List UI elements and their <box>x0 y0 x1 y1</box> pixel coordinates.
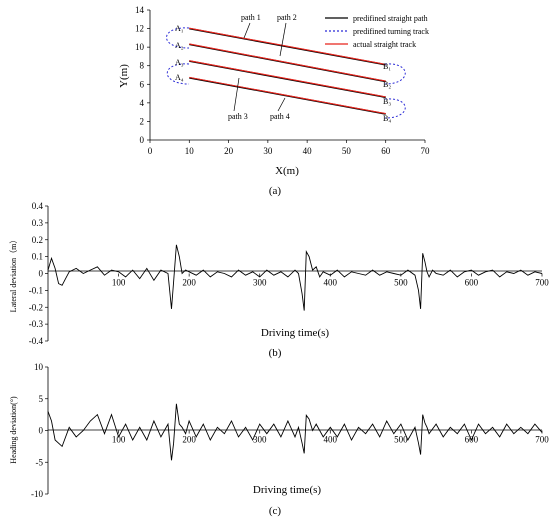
label-b2: B₂ <box>383 80 391 89</box>
panel-b-x-tick: 700 <box>535 278 549 288</box>
annotation-path-3: path 3 <box>228 112 248 121</box>
panel-c-y-label: Heading deviation(°) <box>9 396 18 464</box>
panel-a-x-tick: 50 <box>342 146 352 156</box>
label-b4: B₄ <box>383 114 391 123</box>
panel-a-y-tick: 2 <box>140 116 145 126</box>
panel-a-x-label: X(m) <box>275 165 299 177</box>
panel-a-y-tick: 12 <box>135 24 144 34</box>
panel-c-x-tick: 500 <box>394 435 408 445</box>
caption-a: (a) <box>269 185 282 197</box>
legend-actual-track: actual straight track <box>353 40 416 49</box>
panel-a-y-tick: 4 <box>140 98 145 108</box>
actual-track-1 <box>189 27 386 65</box>
panel-c-x-tick: 300 <box>253 435 267 445</box>
panel-b-y-tick: 0.3 <box>32 218 44 228</box>
panel-c-y-tick: 0 <box>39 426 44 436</box>
label-a1: A₁ <box>175 24 184 33</box>
panel-c-y-tick: -10 <box>31 489 43 499</box>
panel-b-y-tick: 0.2 <box>32 235 43 245</box>
label-b3: B₃ <box>383 97 391 106</box>
panel-b-y-tick: 0 <box>39 269 44 279</box>
actual-track-2 <box>189 43 386 82</box>
panel-c-y-tick: 10 <box>34 362 44 372</box>
panel-c-x-tick: 400 <box>324 435 338 445</box>
panel-b-y-tick: -0.1 <box>29 285 43 295</box>
panel-c-y-tick: -5 <box>36 457 44 467</box>
panel-b-x-tick: 200 <box>182 278 196 288</box>
panel-a-y-tick: 8 <box>140 61 145 71</box>
panel-b-y-tick: -0.4 <box>29 336 44 346</box>
legend-straight-path: predifined straight path <box>353 14 428 23</box>
panel-c-x-label: Driving time(s) <box>253 484 321 496</box>
annotation-path-4: path 4 <box>270 112 290 121</box>
actual-track-4 <box>189 76 386 115</box>
label-a3: A₃ <box>175 58 184 67</box>
heading-deviation-series <box>47 403 543 461</box>
caption-b: (b) <box>269 347 282 359</box>
lateral-deviation-series <box>47 244 543 311</box>
annotation-path-1: path 1 <box>241 13 261 22</box>
panel-a-x-tick: 60 <box>381 146 391 156</box>
turn-right-2 <box>384 98 406 119</box>
annotation-path-2: path 2 <box>277 13 297 22</box>
caption-c: (c) <box>269 505 282 517</box>
panel-a-x-tick: 30 <box>263 146 273 156</box>
panel-a-y-tick: 6 <box>140 79 145 89</box>
panel-b-x-tick: 500 <box>394 278 408 288</box>
label-a2: A₂ <box>175 41 184 50</box>
panel-b: 100 200 300 400 500 600 700 0.4 0.3 0.2 0.1 0 -0.1 -0… <box>9 201 549 359</box>
panel-b-x-tick: 300 <box>253 278 267 288</box>
panel-b-y-tick: -0.2 <box>29 302 43 312</box>
panel-a-x-tick: 20 <box>224 146 234 156</box>
panel-c-x-tick: 200 <box>182 435 196 445</box>
panel-a-x-tick: 70 <box>421 146 431 156</box>
panel-b-x-label: Driving time(s) <box>261 327 329 339</box>
panel-a-legend: predifined straight path predifined turn… <box>325 14 429 49</box>
turn-left-1 <box>166 27 190 49</box>
panel-b-y-label: Lateral deviation（m） <box>9 236 18 313</box>
panel-a-x-tick: 10 <box>185 146 195 156</box>
panel-a-y-tick: 14 <box>135 5 145 15</box>
turn-left-2 <box>167 63 190 85</box>
panel-a-y-tick: 0 <box>140 135 145 145</box>
panel-b-x-tick: 100 <box>112 278 126 288</box>
panel-c-x-tick: 700 <box>535 435 549 445</box>
panel-a-y-tick: 10 <box>135 42 145 52</box>
panel-a-x-tick: 40 <box>303 146 313 156</box>
panel-b-x-tick: 400 <box>324 278 338 288</box>
label-b1: B₁ <box>383 62 391 71</box>
panel-b-y-tick: -0.3 <box>29 319 44 329</box>
panel-c-y-tick: 5 <box>39 394 44 404</box>
panel-b-y-tick: 0.4 <box>32 201 44 211</box>
panel-c-x-tick: 100 <box>112 435 126 445</box>
panel-b-y-tick: 0.1 <box>32 252 43 262</box>
label-a4: A₄ <box>175 73 184 82</box>
panel-a-x-tick: 0 <box>148 146 153 156</box>
panel-b-x-tick: 600 <box>465 278 479 288</box>
actual-track-3 <box>189 60 386 98</box>
legend-turning-track: predifined turning track <box>353 27 429 36</box>
panel-a-y-label: Y(m) <box>118 64 130 88</box>
turn-right-1 <box>384 63 406 85</box>
